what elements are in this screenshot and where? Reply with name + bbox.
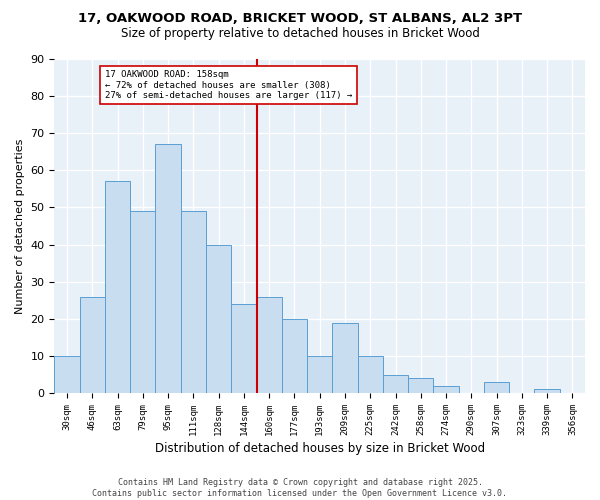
Bar xyxy=(484,382,509,393)
Bar xyxy=(257,296,282,393)
Bar xyxy=(535,390,560,393)
Text: 17, OAKWOOD ROAD, BRICKET WOOD, ST ALBANS, AL2 3PT: 17, OAKWOOD ROAD, BRICKET WOOD, ST ALBAN… xyxy=(78,12,522,26)
Bar xyxy=(433,386,458,393)
Text: Size of property relative to detached houses in Bricket Wood: Size of property relative to detached ho… xyxy=(121,28,479,40)
Bar xyxy=(383,374,408,393)
Text: Contains HM Land Registry data © Crown copyright and database right 2025.
Contai: Contains HM Land Registry data © Crown c… xyxy=(92,478,508,498)
Y-axis label: Number of detached properties: Number of detached properties xyxy=(15,138,25,314)
Bar xyxy=(358,356,383,393)
Text: 17 OAKWOOD ROAD: 158sqm
← 72% of detached houses are smaller (308)
27% of semi-d: 17 OAKWOOD ROAD: 158sqm ← 72% of detache… xyxy=(105,70,352,100)
Bar xyxy=(332,322,358,393)
X-axis label: Distribution of detached houses by size in Bricket Wood: Distribution of detached houses by size … xyxy=(155,442,485,455)
Bar xyxy=(130,211,155,393)
Bar xyxy=(55,356,80,393)
Bar xyxy=(307,356,332,393)
Bar xyxy=(181,211,206,393)
Bar xyxy=(231,304,257,393)
Bar xyxy=(105,182,130,393)
Bar xyxy=(155,144,181,393)
Bar xyxy=(80,296,105,393)
Bar xyxy=(408,378,433,393)
Bar xyxy=(282,319,307,393)
Bar xyxy=(206,244,231,393)
